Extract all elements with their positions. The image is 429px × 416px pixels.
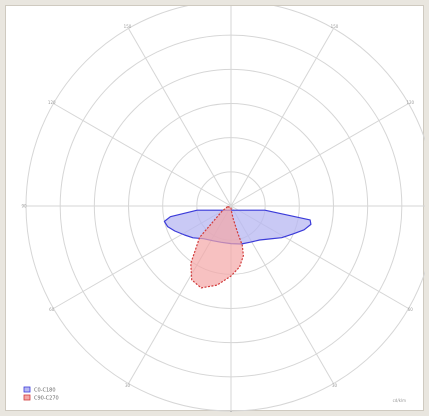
angle-tick-label: 90 bbox=[21, 204, 27, 209]
angle-tick-label: 60 bbox=[49, 307, 55, 312]
legend-label-c0-c180: C0-C180 bbox=[34, 388, 56, 394]
unit-label: cd/klm bbox=[393, 398, 407, 403]
polar-chart: 1801501209060300306090120150C0-C180C90-C… bbox=[21, 6, 425, 413]
angle-tick-label: 0 bbox=[230, 411, 233, 413]
angle-tick-label: 150 bbox=[331, 24, 339, 29]
legend-label-c90-c270: C90-C270 bbox=[34, 396, 59, 402]
angle-tick-label: 30 bbox=[125, 383, 131, 388]
legend-swatch-c90-c270 bbox=[23, 394, 31, 401]
grid-ray bbox=[53, 103, 232, 207]
angle-tick-label: 120 bbox=[48, 100, 56, 105]
series-c90-c270-area bbox=[190, 206, 244, 289]
angle-tick-label: 60 bbox=[408, 307, 414, 312]
legend-swatch-c0-c180 bbox=[23, 386, 31, 393]
angle-tick-label: 120 bbox=[406, 100, 414, 105]
grid-ray bbox=[230, 28, 334, 207]
angle-tick-label: 30 bbox=[332, 383, 338, 388]
chart-panel: 1801501209060300306090120150C0-C180C90-C… bbox=[5, 5, 425, 413]
grid-ray bbox=[230, 103, 409, 207]
grid-ray bbox=[128, 28, 232, 207]
angle-tick-label: 150 bbox=[124, 24, 132, 29]
